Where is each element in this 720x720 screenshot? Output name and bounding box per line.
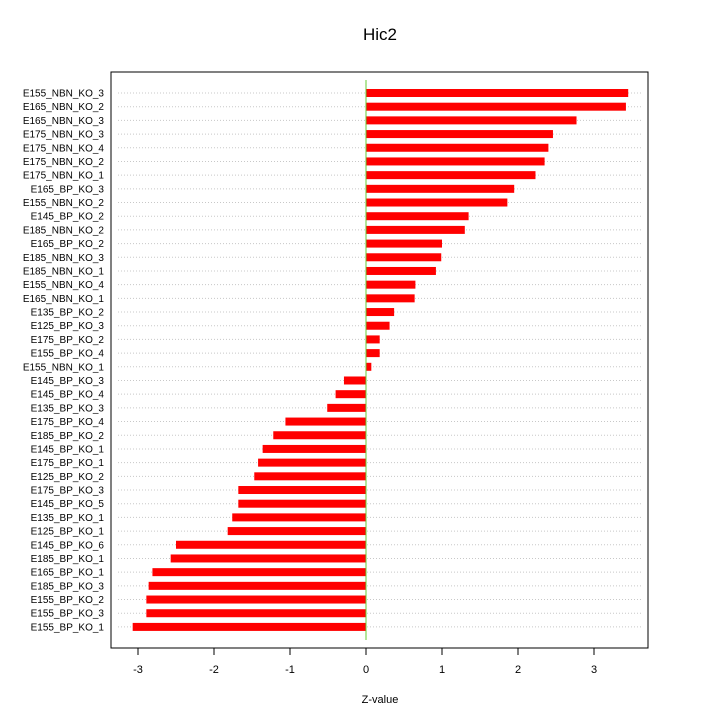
x-axis: -3 -2 -1 0 1 2 3 bbox=[133, 648, 597, 676]
category-label: E155_NBN_KO_4 bbox=[23, 280, 105, 291]
bar bbox=[366, 294, 415, 303]
x-tick-label: 1 bbox=[439, 664, 445, 676]
category-label: E175_BP_KO_2 bbox=[31, 335, 105, 346]
category-label: E145_BP_KO_1 bbox=[31, 444, 105, 455]
bar bbox=[366, 239, 442, 248]
bar bbox=[366, 102, 626, 111]
category-label: E175_BP_KO_4 bbox=[31, 417, 105, 428]
category-label: E175_NBN_KO_3 bbox=[23, 130, 105, 141]
category-label: E145_BP_KO_3 bbox=[31, 376, 105, 387]
bar bbox=[366, 130, 553, 139]
bar bbox=[146, 609, 366, 618]
category-label: E175_NBN_KO_2 bbox=[23, 157, 105, 168]
bar bbox=[366, 266, 436, 275]
category-label: E185_BP_KO_1 bbox=[31, 554, 105, 565]
bar bbox=[366, 225, 465, 234]
bar bbox=[170, 554, 366, 563]
bar bbox=[327, 403, 366, 412]
bar bbox=[148, 581, 366, 590]
bar bbox=[366, 116, 577, 125]
bar bbox=[366, 212, 469, 221]
bar bbox=[366, 157, 545, 166]
category-label: E165_NBN_KO_2 bbox=[23, 102, 105, 113]
category-label: E155_BP_KO_3 bbox=[31, 609, 105, 620]
bar bbox=[366, 362, 372, 371]
category-label: E155_BP_KO_4 bbox=[31, 349, 105, 360]
category-label: E145_BP_KO_2 bbox=[31, 212, 105, 223]
plot-frame bbox=[110, 71, 649, 649]
bar bbox=[366, 253, 442, 262]
x-tick-label: -1 bbox=[285, 664, 295, 676]
category-labels: E155_NBN_KO_3 E165_NBN_KO_2 E165_NBN_KO_3 E… bbox=[23, 89, 105, 634]
category-label: E145_BP_KO_6 bbox=[31, 540, 105, 551]
bar bbox=[343, 376, 366, 385]
bar bbox=[366, 335, 380, 344]
category-label: E185_BP_KO_3 bbox=[31, 581, 105, 592]
bar bbox=[285, 417, 366, 426]
category-label: E155_NBN_KO_2 bbox=[23, 198, 105, 209]
bar bbox=[366, 171, 536, 180]
chart-title: Hic2 bbox=[363, 25, 397, 44]
bar bbox=[176, 540, 366, 549]
bar bbox=[335, 390, 366, 399]
bar bbox=[232, 513, 366, 522]
category-label: E155_BP_KO_2 bbox=[31, 595, 105, 606]
x-axis-title: Z-value bbox=[362, 694, 399, 706]
category-label: E185_NBN_KO_2 bbox=[23, 225, 105, 236]
bar bbox=[273, 431, 366, 440]
category-label: E155_NBN_KO_1 bbox=[23, 362, 105, 373]
category-label: E175_NBN_KO_4 bbox=[23, 143, 105, 154]
bar bbox=[366, 349, 380, 358]
category-label: E145_BP_KO_5 bbox=[31, 499, 105, 510]
category-label: E175_NBN_KO_1 bbox=[23, 171, 105, 182]
category-label: E165_BP_KO_3 bbox=[31, 184, 105, 195]
bar bbox=[254, 472, 366, 481]
category-label: E135_BP_KO_3 bbox=[31, 403, 105, 414]
category-label: E125_BP_KO_1 bbox=[31, 527, 105, 538]
category-label: E165_BP_KO_1 bbox=[31, 568, 105, 579]
bar bbox=[366, 184, 515, 193]
bar bbox=[238, 499, 366, 508]
category-label: E155_BP_KO_1 bbox=[31, 622, 105, 633]
bar bbox=[366, 280, 416, 289]
category-label: E125_BP_KO_3 bbox=[31, 321, 105, 332]
bars bbox=[132, 89, 629, 631]
x-tick-label: 3 bbox=[591, 664, 597, 676]
category-label: E125_BP_KO_2 bbox=[31, 472, 105, 483]
category-label: E185_BP_KO_2 bbox=[31, 431, 105, 442]
category-label: E135_BP_KO_1 bbox=[31, 513, 105, 524]
x-tick-label: 2 bbox=[515, 664, 521, 676]
bar bbox=[238, 486, 366, 495]
category-label: E165_BP_KO_2 bbox=[31, 239, 105, 250]
category-label: E165_NBN_KO_1 bbox=[23, 294, 105, 305]
bar bbox=[227, 527, 366, 536]
bar bbox=[262, 444, 366, 453]
category-label: E145_BP_KO_4 bbox=[31, 390, 105, 401]
x-tick-label: 0 bbox=[363, 664, 369, 676]
category-label: E175_BP_KO_1 bbox=[31, 458, 105, 469]
category-label: E185_NBN_KO_3 bbox=[23, 253, 105, 264]
x-tick-label: -2 bbox=[209, 664, 219, 676]
bar bbox=[366, 143, 549, 152]
bar bbox=[152, 568, 366, 577]
bar bbox=[146, 595, 366, 604]
category-label: E135_BP_KO_2 bbox=[31, 308, 105, 319]
category-label: E185_NBN_KO_1 bbox=[23, 266, 105, 277]
bar bbox=[366, 308, 395, 317]
category-label: E165_NBN_KO_3 bbox=[23, 116, 105, 127]
bar bbox=[366, 89, 629, 97]
bar bbox=[258, 458, 366, 467]
category-label: E175_BP_KO_3 bbox=[31, 486, 105, 497]
x-tick-label: -3 bbox=[133, 664, 143, 676]
bar bbox=[366, 321, 390, 330]
category-label: E155_NBN_KO_3 bbox=[23, 89, 105, 100]
bar bbox=[132, 622, 366, 631]
bar bbox=[366, 198, 508, 207]
